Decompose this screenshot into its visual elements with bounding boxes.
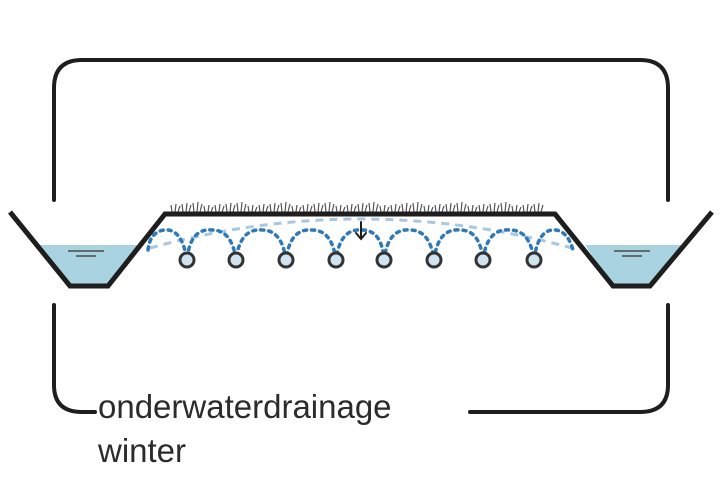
grass-tuft: [489, 202, 500, 213]
drain-pipe: [227, 251, 245, 269]
drain-pipe: [525, 251, 543, 269]
grass-tuft: [379, 204, 390, 213]
grass-tuft: [214, 203, 225, 213]
frame-outline-bottom: [52, 303, 670, 414]
drain-pipe: [474, 251, 492, 269]
grass-tuft: [533, 202, 544, 213]
grass-tuft: [401, 202, 412, 213]
grass-tuft: [423, 204, 434, 213]
grass-tuft: [511, 204, 522, 213]
grass-tuft: [280, 201, 291, 213]
grass-tuft: [269, 202, 280, 213]
grass-tuft: [225, 202, 236, 213]
drain-pipe: [327, 251, 345, 269]
grass-tuft: [236, 201, 247, 213]
arrow-down-icon: [355, 221, 367, 241]
grass-tuft: [203, 204, 214, 213]
grass-tuft: [170, 203, 181, 213]
grass-tuft: [478, 203, 489, 213]
grass-tuft: [522, 203, 533, 213]
grass-tuft: [456, 201, 467, 213]
grass-tuft: [324, 201, 335, 213]
grass-tuft: [445, 202, 456, 213]
grass-tuft: [181, 202, 192, 213]
grass-tuft: [412, 201, 423, 213]
field-profile-outline: [8, 210, 714, 289]
grass-tuft: [192, 201, 203, 213]
grass-tuft: [291, 204, 302, 213]
grass-tuft: [500, 201, 511, 213]
grass-tuft: [346, 203, 357, 213]
grass-tuft: [357, 202, 368, 213]
drain-pipe: [277, 251, 295, 269]
caption-title: onderwaterdrainage: [98, 388, 392, 425]
groundwater-level-line: [149, 217, 573, 250]
grass-tuft: [258, 203, 269, 213]
caption-subtitle: winter: [98, 432, 187, 469]
grass-tuft: [434, 203, 445, 213]
drain-pipes: [178, 251, 543, 269]
drain-pipe: [375, 251, 393, 269]
grass-tuft: [368, 201, 379, 213]
drain-pipe: [178, 251, 196, 269]
grass-tuft: [467, 204, 478, 213]
right-ditch-water: [585, 245, 684, 286]
grass-tuft: [335, 204, 346, 213]
grass-tuft: [302, 203, 313, 213]
frame-outline: [52, 58, 670, 202]
drain-pipe: [425, 251, 443, 269]
grass-tuft: [313, 202, 324, 213]
grass-tuft: [390, 203, 401, 213]
grass-tuft: [247, 204, 258, 213]
grass-icon: [170, 201, 544, 213]
